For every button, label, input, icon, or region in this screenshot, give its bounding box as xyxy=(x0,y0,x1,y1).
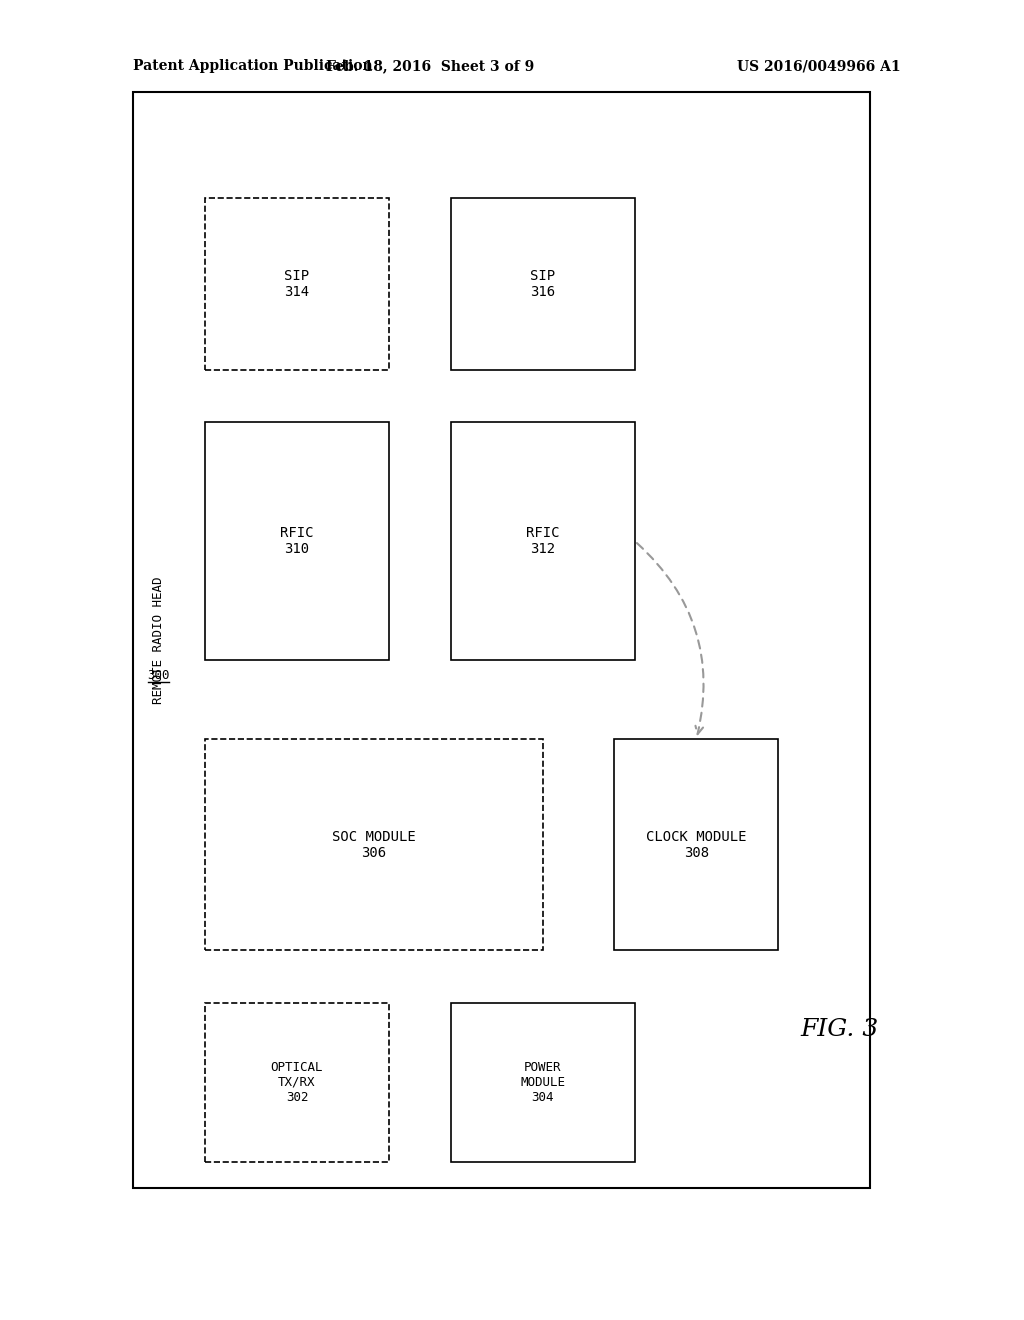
Text: 300: 300 xyxy=(147,669,170,682)
Text: REMOTE RADIO HEAD: REMOTE RADIO HEAD xyxy=(153,577,165,704)
Text: RFIC
310: RFIC 310 xyxy=(281,527,313,556)
Text: SOC MODULE
306: SOC MODULE 306 xyxy=(332,830,416,859)
Text: OPTICAL
TX/RX
302: OPTICAL TX/RX 302 xyxy=(270,1061,324,1104)
Text: FIG. 3: FIG. 3 xyxy=(801,1018,879,1041)
Text: CLOCK MODULE
308: CLOCK MODULE 308 xyxy=(646,830,746,859)
Text: RFIC
312: RFIC 312 xyxy=(526,527,559,556)
Text: POWER
MODULE
304: POWER MODULE 304 xyxy=(520,1061,565,1104)
Text: US 2016/0049966 A1: US 2016/0049966 A1 xyxy=(737,59,901,74)
Text: SIP
316: SIP 316 xyxy=(530,269,555,298)
Text: SIP
314: SIP 314 xyxy=(285,269,309,298)
Text: Feb. 18, 2016  Sheet 3 of 9: Feb. 18, 2016 Sheet 3 of 9 xyxy=(326,59,535,74)
Text: Patent Application Publication: Patent Application Publication xyxy=(133,59,373,74)
